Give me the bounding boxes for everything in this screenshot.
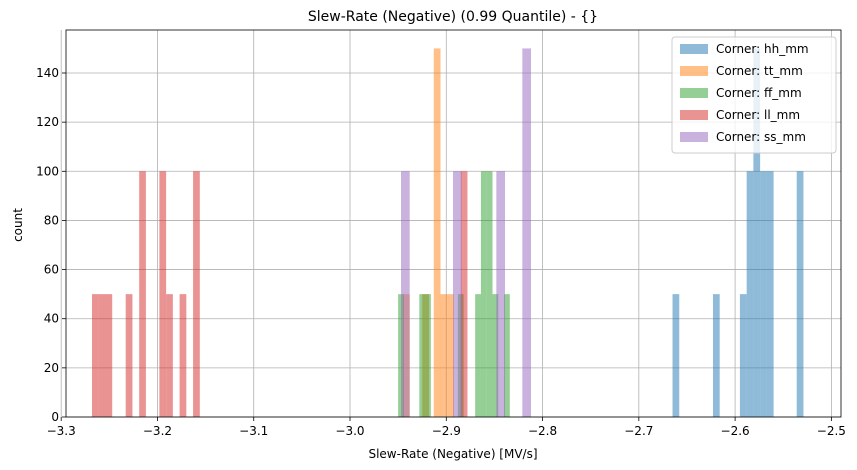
histogram-bars (91, 48, 804, 418)
legend-swatch-hh-mm (680, 44, 708, 54)
y-tick-label: 100 (36, 164, 59, 178)
bar-tt-mm (440, 294, 448, 417)
bar-hh-mm (746, 171, 754, 417)
y-tick-label: 140 (36, 66, 59, 80)
legend-label-ss-mm: Corner: ss_mm (716, 130, 806, 144)
legend-swatch-ss-mm (680, 132, 708, 142)
legend-swatch-ff-mm (680, 88, 708, 98)
bar-ff-mm (486, 171, 493, 417)
legend: Corner: hh_mm Corner: tt_mm Corner: ff_mm C… (671, 36, 837, 154)
bar-hh-mm (760, 171, 767, 417)
bar-ll-mm (193, 171, 200, 417)
bar-ff-mm (425, 294, 431, 417)
bar-ss-mm (522, 48, 531, 418)
plot-frame (65, 29, 842, 418)
bar-ll-mm (105, 294, 113, 417)
x-tick-label: −2.5 (817, 424, 846, 438)
x-tick-label: −2.8 (528, 424, 557, 438)
y-tick-label: 120 (36, 115, 59, 129)
x-tick-label: −3.2 (143, 424, 172, 438)
bar-ll-mm (166, 294, 173, 417)
x-tick-label: −3.3 (47, 424, 76, 438)
bar-hh-mm (766, 171, 774, 417)
legend-label-ff-mm: Corner: ff_mm (716, 86, 802, 100)
legend-label-hh-mm: Corner: hh_mm (716, 42, 809, 56)
bar-ll-mm (98, 294, 106, 417)
y-tick-label: 0 (51, 410, 59, 424)
bar-ss-mm (453, 171, 462, 417)
bar-ff-mm (504, 294, 510, 417)
bar-ff-mm (480, 171, 487, 417)
y-axis-ticks: 0 20 40 60 80 100 120 140 (36, 66, 66, 424)
bar-ff-mm (475, 294, 481, 417)
legend-swatch-tt-mm (680, 66, 708, 76)
bar-hh-mm (672, 294, 680, 417)
bar-tt-mm (433, 48, 441, 418)
chart-title: Slew-Rate (Negative) (0.99 Quantile) - {… (308, 9, 598, 25)
bar-ff-mm (492, 294, 499, 417)
legend-swatch-ll-mm (680, 110, 708, 120)
y-tick-label: 40 (44, 312, 59, 326)
bar-ll-mm (91, 294, 99, 417)
x-tick-label: −2.9 (432, 424, 461, 438)
bar-hh-mm (753, 48, 761, 418)
y-axis-label: count (11, 208, 25, 242)
bar-ll-mm (179, 294, 187, 417)
y-tick-label: 80 (44, 213, 59, 227)
bar-hh-mm (712, 294, 720, 417)
bar-ll-mm (125, 294, 133, 417)
x-tick-label: −3.1 (239, 424, 268, 438)
bar-ll-mm (159, 171, 167, 417)
legend-box (671, 36, 837, 154)
x-tick-label: −2.7 (624, 424, 653, 438)
bar-ss-mm (401, 171, 410, 417)
bar-hh-mm (796, 171, 804, 417)
y-tick-label: 20 (44, 361, 59, 375)
bar-hh-mm (739, 294, 747, 417)
x-tick-label: −2.6 (721, 424, 750, 438)
bar-ff-mm (419, 294, 426, 417)
bar-ll-mm (139, 171, 146, 417)
legend-label-tt-mm: Corner: tt_mm (716, 64, 803, 78)
legend-label-ll-mm: Corner: ll_mm (716, 108, 800, 122)
x-axis-label: Slew-Rate (Negative) [MV/s] (368, 447, 537, 461)
y-tick-label: 60 (44, 263, 59, 277)
bar-ll-mm (460, 171, 468, 417)
bar-tt-mm (447, 294, 454, 417)
x-tick-label: −3.0 (335, 424, 364, 438)
bar-ss-mm (496, 171, 506, 417)
x-axis-ticks: −3.3 −3.2 −3.1 −3.0 −2.9 −2.8 −2.7 −2.6 −2.5 (47, 417, 846, 438)
